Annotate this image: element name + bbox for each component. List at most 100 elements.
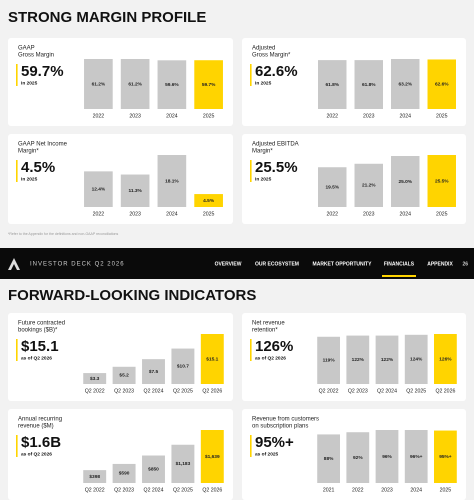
value-label: 12.4% bbox=[92, 186, 106, 192]
x-tick-label: Q2 2022 bbox=[85, 487, 105, 493]
nav-links: OVERVIEW OUR ECOSYSTEM MARKET OPPORTUNITY F… bbox=[215, 261, 453, 277]
bar bbox=[120, 174, 150, 207]
value-label: 124% bbox=[410, 357, 423, 363]
bar bbox=[194, 194, 223, 207]
bar bbox=[120, 59, 150, 109]
bar bbox=[83, 470, 107, 483]
headline: 62.6% bbox=[255, 63, 298, 80]
bar bbox=[318, 167, 347, 207]
headline: $15.1 bbox=[21, 338, 59, 355]
bar bbox=[112, 366, 136, 384]
accent-bar bbox=[16, 160, 18, 182]
x-tick-label: 2022 bbox=[93, 211, 105, 217]
section-title: STRONG MARGIN PROFILE bbox=[8, 9, 206, 26]
card-title: Margin* bbox=[18, 149, 39, 155]
bar bbox=[83, 373, 107, 384]
bar bbox=[404, 334, 428, 384]
card-title: on subscription plans bbox=[252, 424, 308, 430]
subhead: as of Q2 2026 bbox=[21, 355, 52, 361]
nav-link[interactable]: APPENDIX bbox=[427, 261, 453, 267]
value-label: 11.3% bbox=[128, 188, 142, 194]
x-tick-label: Q2 2022 bbox=[85, 388, 105, 394]
value-label: 59.7% bbox=[202, 82, 216, 88]
bar bbox=[375, 430, 399, 483]
value-label: $850 bbox=[148, 467, 159, 473]
x-tick-label: 2022 bbox=[326, 113, 338, 119]
value-label: 62.6% bbox=[435, 82, 449, 88]
x-tick-label: 2023 bbox=[363, 113, 375, 119]
card-title: Gross Margin bbox=[18, 53, 54, 59]
value-label: 25.0% bbox=[398, 179, 412, 185]
x-tick-label: 2024 bbox=[166, 211, 178, 217]
nav-bar bbox=[0, 248, 474, 279]
bar bbox=[171, 444, 195, 483]
value-label: 61.2% bbox=[92, 81, 106, 87]
x-tick-label: 2025 bbox=[203, 211, 215, 217]
card-title: revenue ($M) bbox=[18, 424, 54, 430]
card-title: Margin* bbox=[252, 149, 273, 155]
bar bbox=[346, 335, 370, 384]
brand: INVESTOR DECK Q2 2026 bbox=[30, 262, 125, 268]
x-tick-label: Q2 2026 bbox=[435, 388, 455, 394]
x-tick-label: Q2 2025 bbox=[406, 388, 426, 394]
nav-link[interactable]: FINANCIALS bbox=[384, 261, 415, 267]
bar bbox=[434, 430, 457, 483]
x-tick-label: 2025 bbox=[203, 113, 215, 119]
nav-link[interactable]: MARKET OPPORTUNITY bbox=[313, 261, 373, 267]
x-tick-label: Q2 2026 bbox=[202, 487, 222, 493]
x-tick-label: Q2 2026 bbox=[202, 388, 222, 394]
bar bbox=[84, 171, 113, 207]
card-title: Adjusted bbox=[252, 46, 275, 52]
subhead: as of 2025 bbox=[255, 451, 279, 457]
value-label: 61.2% bbox=[128, 81, 142, 87]
x-tick-label: 2023 bbox=[381, 487, 393, 493]
value-label: $15.1 bbox=[206, 356, 218, 362]
value-label: 96% bbox=[382, 454, 392, 460]
section-title: FORWARD-LOOKING INDICATORS bbox=[8, 287, 256, 304]
bar bbox=[157, 60, 187, 109]
nav-link[interactable]: OVERVIEW bbox=[215, 261, 242, 267]
card-title: retention* bbox=[252, 328, 278, 334]
value-label: 61.8% bbox=[362, 82, 376, 88]
value-label: 61.8% bbox=[325, 82, 339, 88]
bar bbox=[427, 59, 456, 109]
card-title: Adjusted EBITDA bbox=[252, 142, 299, 148]
value-label: 88% bbox=[324, 456, 334, 462]
value-label: 19.5% bbox=[325, 184, 339, 190]
value-label: $590 bbox=[119, 471, 130, 477]
x-tick-label: 2024 bbox=[399, 113, 411, 119]
card-title: GAAP Net Income bbox=[18, 142, 68, 148]
x-tick-label: Q2 2025 bbox=[173, 388, 193, 394]
x-tick-label: Q2 2024 bbox=[377, 388, 397, 394]
card-title: Gross Margin* bbox=[252, 53, 291, 59]
headline: $1.6B bbox=[21, 434, 61, 451]
bar bbox=[375, 335, 399, 384]
x-tick-label: Q2 2023 bbox=[348, 388, 368, 394]
x-tick-label: 2025 bbox=[436, 113, 448, 119]
headline: 25.5% bbox=[255, 159, 298, 176]
bar bbox=[434, 334, 457, 384]
bar bbox=[317, 336, 340, 384]
headline: 59.7% bbox=[21, 63, 64, 80]
card-title: Future contracted bbox=[18, 321, 65, 327]
bar bbox=[142, 455, 165, 483]
accent-bar bbox=[250, 339, 252, 361]
bar bbox=[404, 430, 428, 483]
value-label: 95%+ bbox=[439, 454, 452, 460]
value-label: $5.2 bbox=[119, 373, 129, 379]
logo bbox=[8, 258, 20, 270]
value-label: 21.2% bbox=[362, 183, 376, 189]
nav-link[interactable]: OUR ECOSYSTEM bbox=[255, 261, 299, 267]
x-tick-label: Q2 2024 bbox=[144, 388, 164, 394]
bar bbox=[391, 156, 420, 207]
accent-bar bbox=[250, 435, 252, 457]
x-tick-label: Q2 2023 bbox=[114, 487, 134, 493]
value-label: 4.5% bbox=[203, 198, 215, 204]
subhead: in 2025 bbox=[21, 176, 38, 182]
subhead: in 2025 bbox=[255, 176, 272, 182]
subhead: as of Q2 2026 bbox=[255, 355, 286, 361]
accent-bar bbox=[16, 64, 18, 86]
value-label: 96%+ bbox=[410, 454, 423, 460]
value-label: $398 bbox=[89, 474, 100, 480]
headline: 126% bbox=[255, 338, 293, 355]
